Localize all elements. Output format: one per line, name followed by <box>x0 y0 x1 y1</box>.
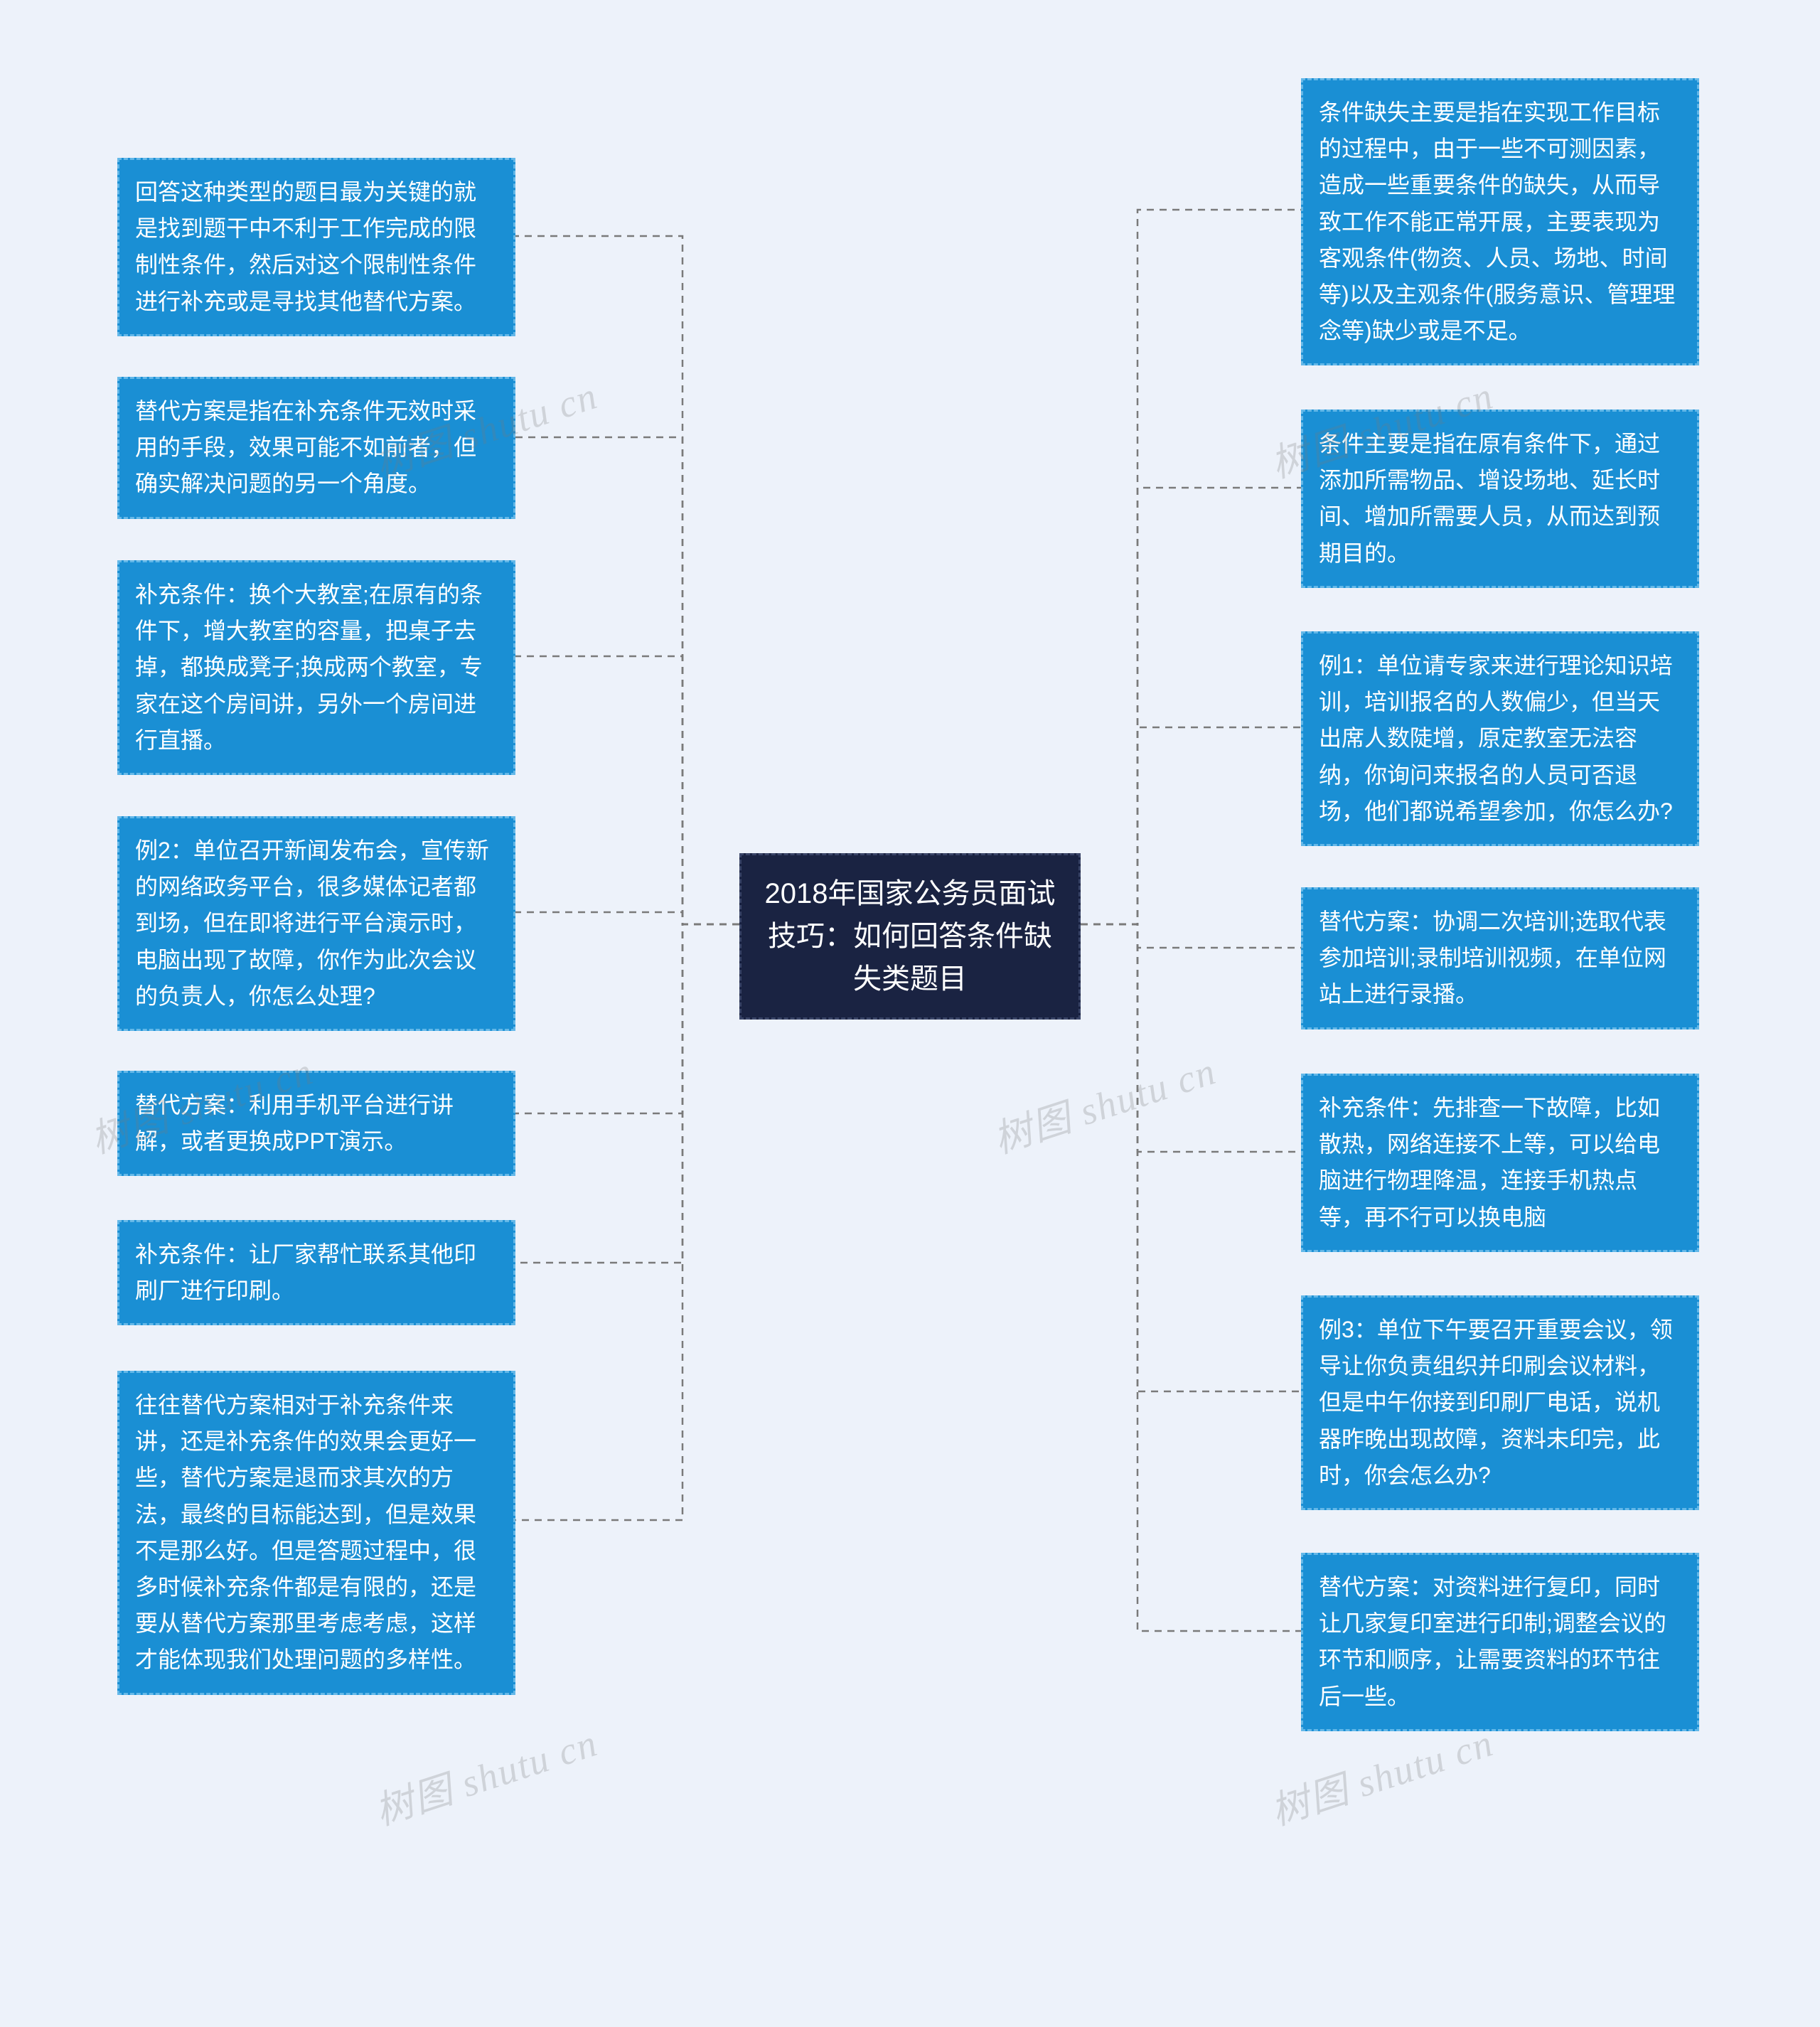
left-node-5-text: 替代方案：利用手机平台进行讲解，或者更换成PPT演示。 <box>135 1092 454 1154</box>
right-node-1: 条件缺失主要是指在实现工作目标的过程中，由于一些不可测因素，造成一些重要条件的缺… <box>1301 78 1699 365</box>
right-node-4-text: 替代方案：协调二次培训;选取代表参加培训;录制培训视频，在单位网站上进行录播。 <box>1319 909 1666 1007</box>
left-node-4-text: 例2：单位召开新闻发布会，宣传新的网络政务平台，很多媒体记者都到场，但在即将进行… <box>135 838 489 1009</box>
right-node-2: 条件主要是指在原有条件下，通过添加所需物品、增设场地、延长时间、增加所需要人员，… <box>1301 410 1699 588</box>
watermark: 树图 shutu cn <box>367 1711 604 1836</box>
right-node-6-text: 例3：单位下午要召开重要会议，领导让你负责组织并印刷会议材料，但是中午你接到印刷… <box>1319 1317 1673 1488</box>
right-node-5-text: 补充条件：先排查一下故障，比如散热，网络连接不上等，可以给电脑进行物理降温，连接… <box>1319 1095 1660 1230</box>
left-node-5: 替代方案：利用手机平台进行讲解，或者更换成PPT演示。 <box>117 1071 515 1176</box>
left-node-7: 往往替代方案相对于补充条件来讲，还是补充条件的效果会更好一些，替代方案是退而求其… <box>117 1371 515 1695</box>
left-node-1-text: 回答这种类型的题目最为关键的就是找到题干中不利于工作完成的限制性条件，然后对这个… <box>135 179 476 314</box>
left-node-7-text: 往往替代方案相对于补充条件来讲，还是补充条件的效果会更好一些，替代方案是退而求其… <box>135 1392 476 1672</box>
right-node-5: 补充条件：先排查一下故障，比如散热，网络连接不上等，可以给电脑进行物理降温，连接… <box>1301 1074 1699 1252</box>
left-node-6-text: 补充条件：让厂家帮忙联系其他印刷厂进行印刷。 <box>135 1241 476 1303</box>
right-node-7: 替代方案：对资料进行复印，同时让几家复印室进行印制;调整会议的环节和顺序，让需要… <box>1301 1553 1699 1731</box>
right-node-2-text: 条件主要是指在原有条件下，通过添加所需物品、增设场地、延长时间、增加所需要人员，… <box>1319 431 1660 566</box>
right-node-1-text: 条件缺失主要是指在实现工作目标的过程中，由于一些不可测因素，造成一些重要条件的缺… <box>1319 100 1675 343</box>
right-node-3: 例1：单位请专家来进行理论知识培训，培训报名的人数偏少，但当天出席人数陡增，原定… <box>1301 631 1699 846</box>
left-node-3: 补充条件：换个大教室;在原有的条件下，增大教室的容量，把桌子去掉，都换成凳子;换… <box>117 560 515 775</box>
center-node: 2018年国家公务员面试技巧：如何回答条件缺失类题目 <box>739 853 1081 1020</box>
left-node-6: 补充条件：让厂家帮忙联系其他印刷厂进行印刷。 <box>117 1220 515 1325</box>
left-node-2: 替代方案是指在补充条件无效时采用的手段，效果可能不如前者，但确实解决问题的另一个… <box>117 377 515 519</box>
right-node-4: 替代方案：协调二次培训;选取代表参加培训;录制培训视频，在单位网站上进行录播。 <box>1301 887 1699 1029</box>
right-node-6: 例3：单位下午要召开重要会议，领导让你负责组织并印刷会议材料，但是中午你接到印刷… <box>1301 1295 1699 1510</box>
left-node-4: 例2：单位召开新闻发布会，宣传新的网络政务平台，很多媒体记者都到场，但在即将进行… <box>117 816 515 1031</box>
left-node-3-text: 补充条件：换个大教室;在原有的条件下，增大教室的容量，把桌子去掉，都换成凳子;换… <box>135 582 483 753</box>
center-title: 2018年国家公务员面试技巧：如何回答条件缺失类题目 <box>765 878 1056 995</box>
left-node-2-text: 替代方案是指在补充条件无效时采用的手段，效果可能不如前者，但确实解决问题的另一个… <box>135 398 476 496</box>
right-node-7-text: 替代方案：对资料进行复印，同时让几家复印室进行印制;调整会议的环节和顺序，让需要… <box>1319 1574 1666 1709</box>
left-node-1: 回答这种类型的题目最为关键的就是找到题干中不利于工作完成的限制性条件，然后对这个… <box>117 158 515 336</box>
right-node-3-text: 例1：单位请专家来进行理论知识培训，培训报名的人数偏少，但当天出席人数陡增，原定… <box>1319 653 1673 824</box>
watermark: 树图 shutu cn <box>985 1039 1223 1165</box>
